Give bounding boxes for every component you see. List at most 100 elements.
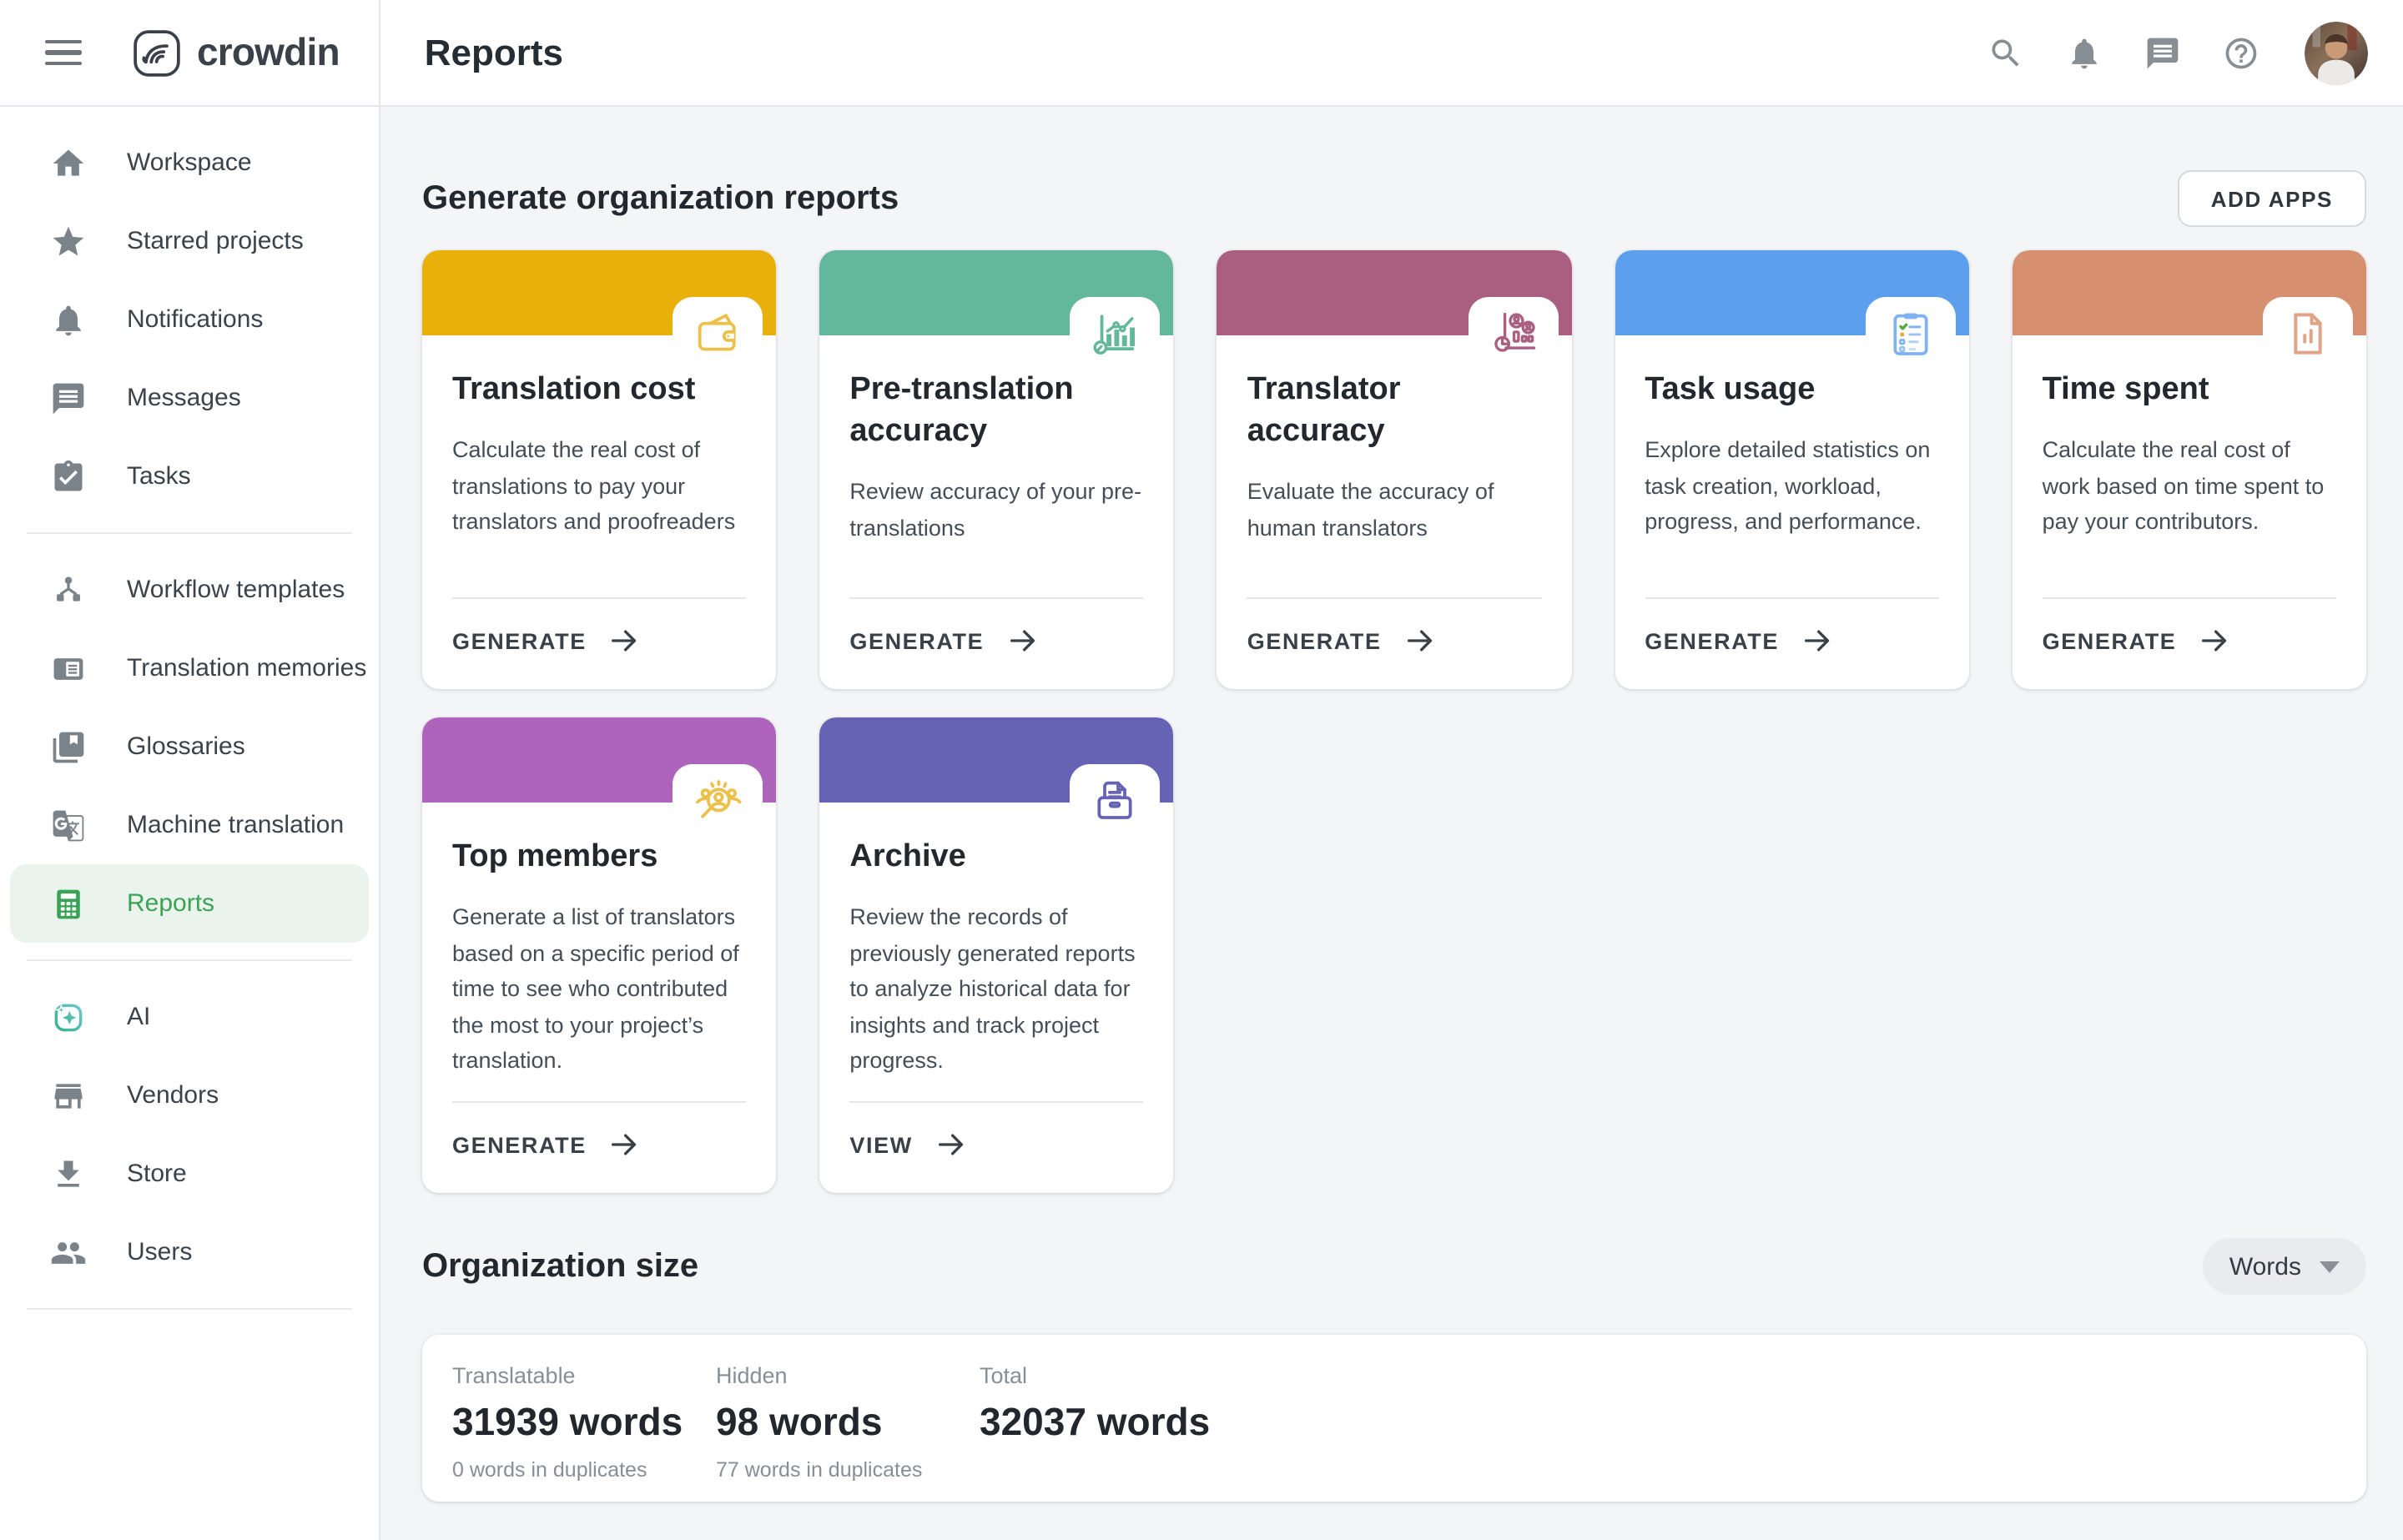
card-icon-badge bbox=[2262, 297, 2353, 370]
notifications-icon[interactable] bbox=[2066, 34, 2103, 71]
crowdin-logo-icon bbox=[132, 28, 182, 78]
card-title: Pre-translation accuracy bbox=[849, 372, 1074, 450]
sidebar-item-messages[interactable]: Messages bbox=[10, 359, 369, 437]
card-action-label: GENERATE bbox=[1645, 628, 1779, 653]
arrow-right-icon bbox=[1801, 624, 1834, 657]
home-icon bbox=[50, 144, 87, 181]
arrow-right-icon bbox=[934, 1128, 968, 1161]
sidebar-item-notifications[interactable]: Notifications bbox=[10, 280, 369, 359]
sidebar-item-translation-memories[interactable]: Translation memories bbox=[10, 629, 369, 707]
help-icon[interactable] bbox=[2223, 34, 2259, 71]
sidebar-item-workflow-templates[interactable]: Workflow templates bbox=[10, 551, 369, 629]
sidebar-item-tasks[interactable]: Tasks bbox=[10, 437, 369, 516]
card-title: Translator accuracy bbox=[1247, 372, 1401, 450]
card-title: Translation cost bbox=[452, 372, 696, 407]
sidebar-item-label: Notifications bbox=[127, 305, 264, 334]
arrow-right-icon bbox=[2198, 624, 2231, 657]
org-size-header: Organization size Words bbox=[422, 1236, 2366, 1296]
sidebar-item-store[interactable]: Store bbox=[10, 1135, 369, 1213]
arrow-right-icon bbox=[608, 624, 642, 657]
card-title: Task usage bbox=[1645, 372, 1816, 407]
card-action-link[interactable]: GENERATE bbox=[1247, 597, 1542, 689]
translation-memory-icon bbox=[50, 650, 87, 687]
generate-reports-heading: Generate organization reports bbox=[422, 179, 899, 216]
card-description: Evaluate the accuracy of human translato… bbox=[1247, 479, 1494, 541]
card-description: Generate a list of translators based on … bbox=[452, 904, 739, 1074]
search-icon[interactable] bbox=[1987, 34, 2024, 71]
card-action-label: GENERATE bbox=[452, 628, 587, 653]
add-apps-button[interactable]: ADD APPS bbox=[2177, 170, 2366, 227]
report-cards-row-2: Top members Generate a list of translato… bbox=[422, 717, 2366, 1193]
machine-translation-icon bbox=[50, 807, 87, 843]
card-action-link[interactable]: GENERATE bbox=[1645, 597, 1939, 689]
sidebar-divider bbox=[27, 532, 352, 534]
report-card-translator-accuracy[interactable]: Translator accuracy Evaluate the accurac… bbox=[1217, 250, 1572, 689]
sidebar-divider bbox=[27, 959, 352, 961]
sidebar-item-ai[interactable]: AI bbox=[10, 978, 369, 1056]
card-description: Calculate the real cost of work based on… bbox=[2042, 437, 2325, 535]
sidebar-item-label: Vendors bbox=[127, 1081, 219, 1110]
card-action-label: VIEW bbox=[849, 1132, 913, 1157]
user-avatar[interactable] bbox=[2305, 21, 2368, 84]
card-title: Archive bbox=[849, 839, 966, 874]
card-action-label: GENERATE bbox=[452, 1132, 587, 1157]
wallet-icon bbox=[691, 307, 744, 360]
card-title: Time spent bbox=[2042, 372, 2209, 407]
reports-icon bbox=[50, 885, 87, 922]
chevron-down-icon bbox=[2320, 1261, 2340, 1272]
bell-icon bbox=[50, 301, 87, 338]
card-action-link[interactable]: VIEW bbox=[849, 1101, 1144, 1193]
accuracy-chart-icon bbox=[1089, 307, 1142, 360]
sidebar-item-machine-translation[interactable]: Machine translation bbox=[10, 786, 369, 864]
card-action-link[interactable]: GENERATE bbox=[849, 597, 1144, 689]
hamburger-menu-button[interactable] bbox=[45, 39, 82, 66]
report-cards-row-1: Translation cost Calculate the real cost… bbox=[422, 250, 2366, 689]
stat-value: 32037 words bbox=[980, 1400, 1211, 1443]
sidebar-item-label: Machine translation bbox=[127, 811, 345, 839]
ai-icon bbox=[50, 999, 87, 1035]
unit-selector-value: Words bbox=[2229, 1252, 2301, 1281]
tasks-icon bbox=[50, 458, 87, 495]
sidebar-item-vendors[interactable]: Vendors bbox=[10, 1056, 369, 1135]
sidebar-item-glossaries[interactable]: Glossaries bbox=[10, 707, 369, 786]
task-checklist-icon bbox=[1884, 307, 1937, 360]
sidebar-item-label: Workspace bbox=[127, 148, 252, 177]
card-action-link[interactable]: GENERATE bbox=[452, 1101, 747, 1193]
archive-icon bbox=[1089, 774, 1142, 828]
sidebar-item-label: Reports bbox=[127, 889, 215, 918]
stat-label: Translatable bbox=[452, 1363, 576, 1388]
report-card-top-members[interactable]: Top members Generate a list of translato… bbox=[422, 717, 777, 1193]
crowdin-wordmark: crowdin bbox=[197, 30, 340, 73]
report-card-pre-translation-accuracy[interactable]: Pre-translation accuracy Review accuracy… bbox=[819, 250, 1174, 689]
card-action-link[interactable]: GENERATE bbox=[2042, 597, 2336, 689]
report-card-time-spent[interactable]: Time spent Calculate the real cost of wo… bbox=[2012, 250, 2366, 689]
topbar-actions bbox=[1987, 21, 2368, 84]
arrow-right-icon bbox=[1005, 624, 1039, 657]
crowdin-logo[interactable]: crowdin bbox=[132, 28, 340, 78]
card-title: Top members bbox=[452, 839, 658, 874]
report-card-translation-cost[interactable]: Translation cost Calculate the real cost… bbox=[422, 250, 777, 689]
org-size-stat-translatable: Translatable 31939 words 0 words in duplic… bbox=[452, 1363, 716, 1482]
report-card-archive[interactable]: Archive Review the records of previously… bbox=[819, 717, 1174, 1193]
unit-selector-dropdown[interactable]: Words bbox=[2202, 1238, 2366, 1295]
sidebar-item-label: Tasks bbox=[127, 462, 191, 491]
translator-stats-icon bbox=[1486, 307, 1539, 360]
stat-subtext: 0 words in duplicates bbox=[452, 1458, 647, 1482]
messages-icon[interactable] bbox=[2144, 34, 2181, 71]
sidebar-item-reports[interactable]: Reports bbox=[10, 864, 369, 943]
card-description: Calculate the real cost of translations … bbox=[452, 437, 736, 535]
card-icon-badge bbox=[1468, 297, 1559, 370]
topbar: crowdin Reports bbox=[0, 0, 2403, 107]
page-title: Reports bbox=[424, 31, 563, 73]
glossary-icon bbox=[50, 728, 87, 765]
sidebar-item-workspace[interactable]: Workspace bbox=[10, 123, 369, 202]
sidebar-item-users[interactable]: Users bbox=[10, 1213, 369, 1291]
report-card-task-usage[interactable]: Task usage Explore detailed statistics o… bbox=[1615, 250, 1969, 689]
stat-subtext: 77 words in duplicates bbox=[716, 1458, 923, 1482]
sidebar-item-starred-projects[interactable]: Starred projects bbox=[10, 202, 369, 280]
card-description: Explore detailed statistics on task crea… bbox=[1645, 437, 1931, 535]
users-icon bbox=[50, 1234, 87, 1271]
card-action-link[interactable]: GENERATE bbox=[452, 597, 747, 689]
sidebar-divider bbox=[27, 1308, 352, 1310]
